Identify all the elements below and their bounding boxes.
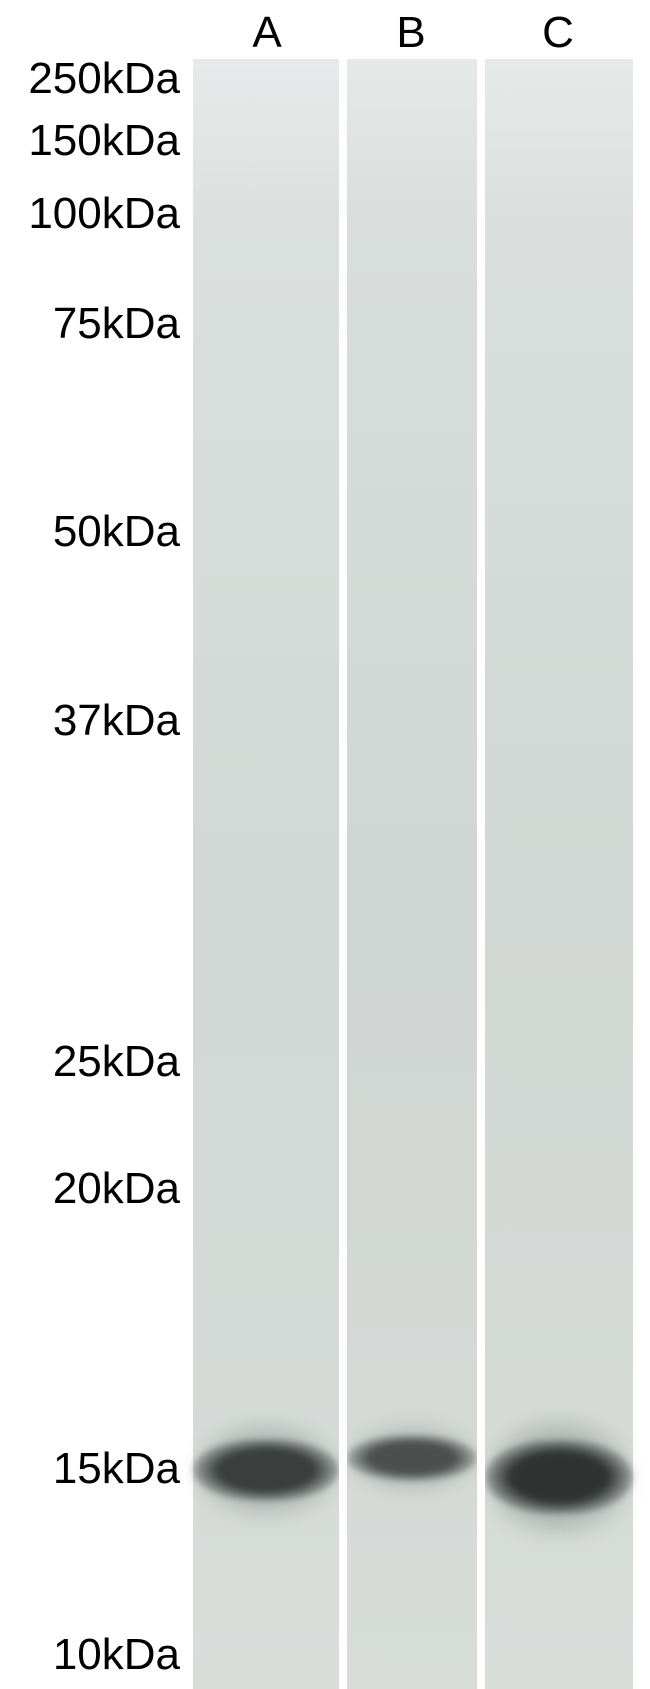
lane-header-B: B	[381, 8, 441, 58]
mw-label-75: 75kDa	[0, 299, 180, 349]
mw-label-20: 20kDa	[0, 1164, 180, 1214]
mw-label-25: 25kDa	[0, 1037, 180, 1087]
mw-label-15: 15kDa	[0, 1444, 180, 1494]
lane-header-C: C	[528, 8, 588, 58]
protein-band	[485, 1440, 633, 1514]
mw-label-250: 250kDa	[0, 54, 180, 104]
mw-label-50: 50kDa	[0, 507, 180, 557]
mw-label-10: 10kDa	[0, 1630, 180, 1680]
western-blot-figure: A B C 250kDa 150kDa 100kDa 75kDa 50kDa 37kDa 25kD…	[0, 0, 650, 1689]
mw-label-37: 37kDa	[0, 696, 180, 746]
protein-band	[347, 1435, 477, 1481]
mw-label-150: 150kDa	[0, 116, 180, 166]
lane-header-A: A	[237, 8, 297, 58]
lane-gap	[339, 59, 347, 1689]
lane-C	[485, 59, 633, 1689]
lane-gap	[477, 59, 485, 1689]
mw-label-100: 100kDa	[0, 189, 180, 239]
protein-band	[193, 1439, 339, 1501]
lane-A	[193, 59, 339, 1689]
lane-B	[347, 59, 477, 1689]
